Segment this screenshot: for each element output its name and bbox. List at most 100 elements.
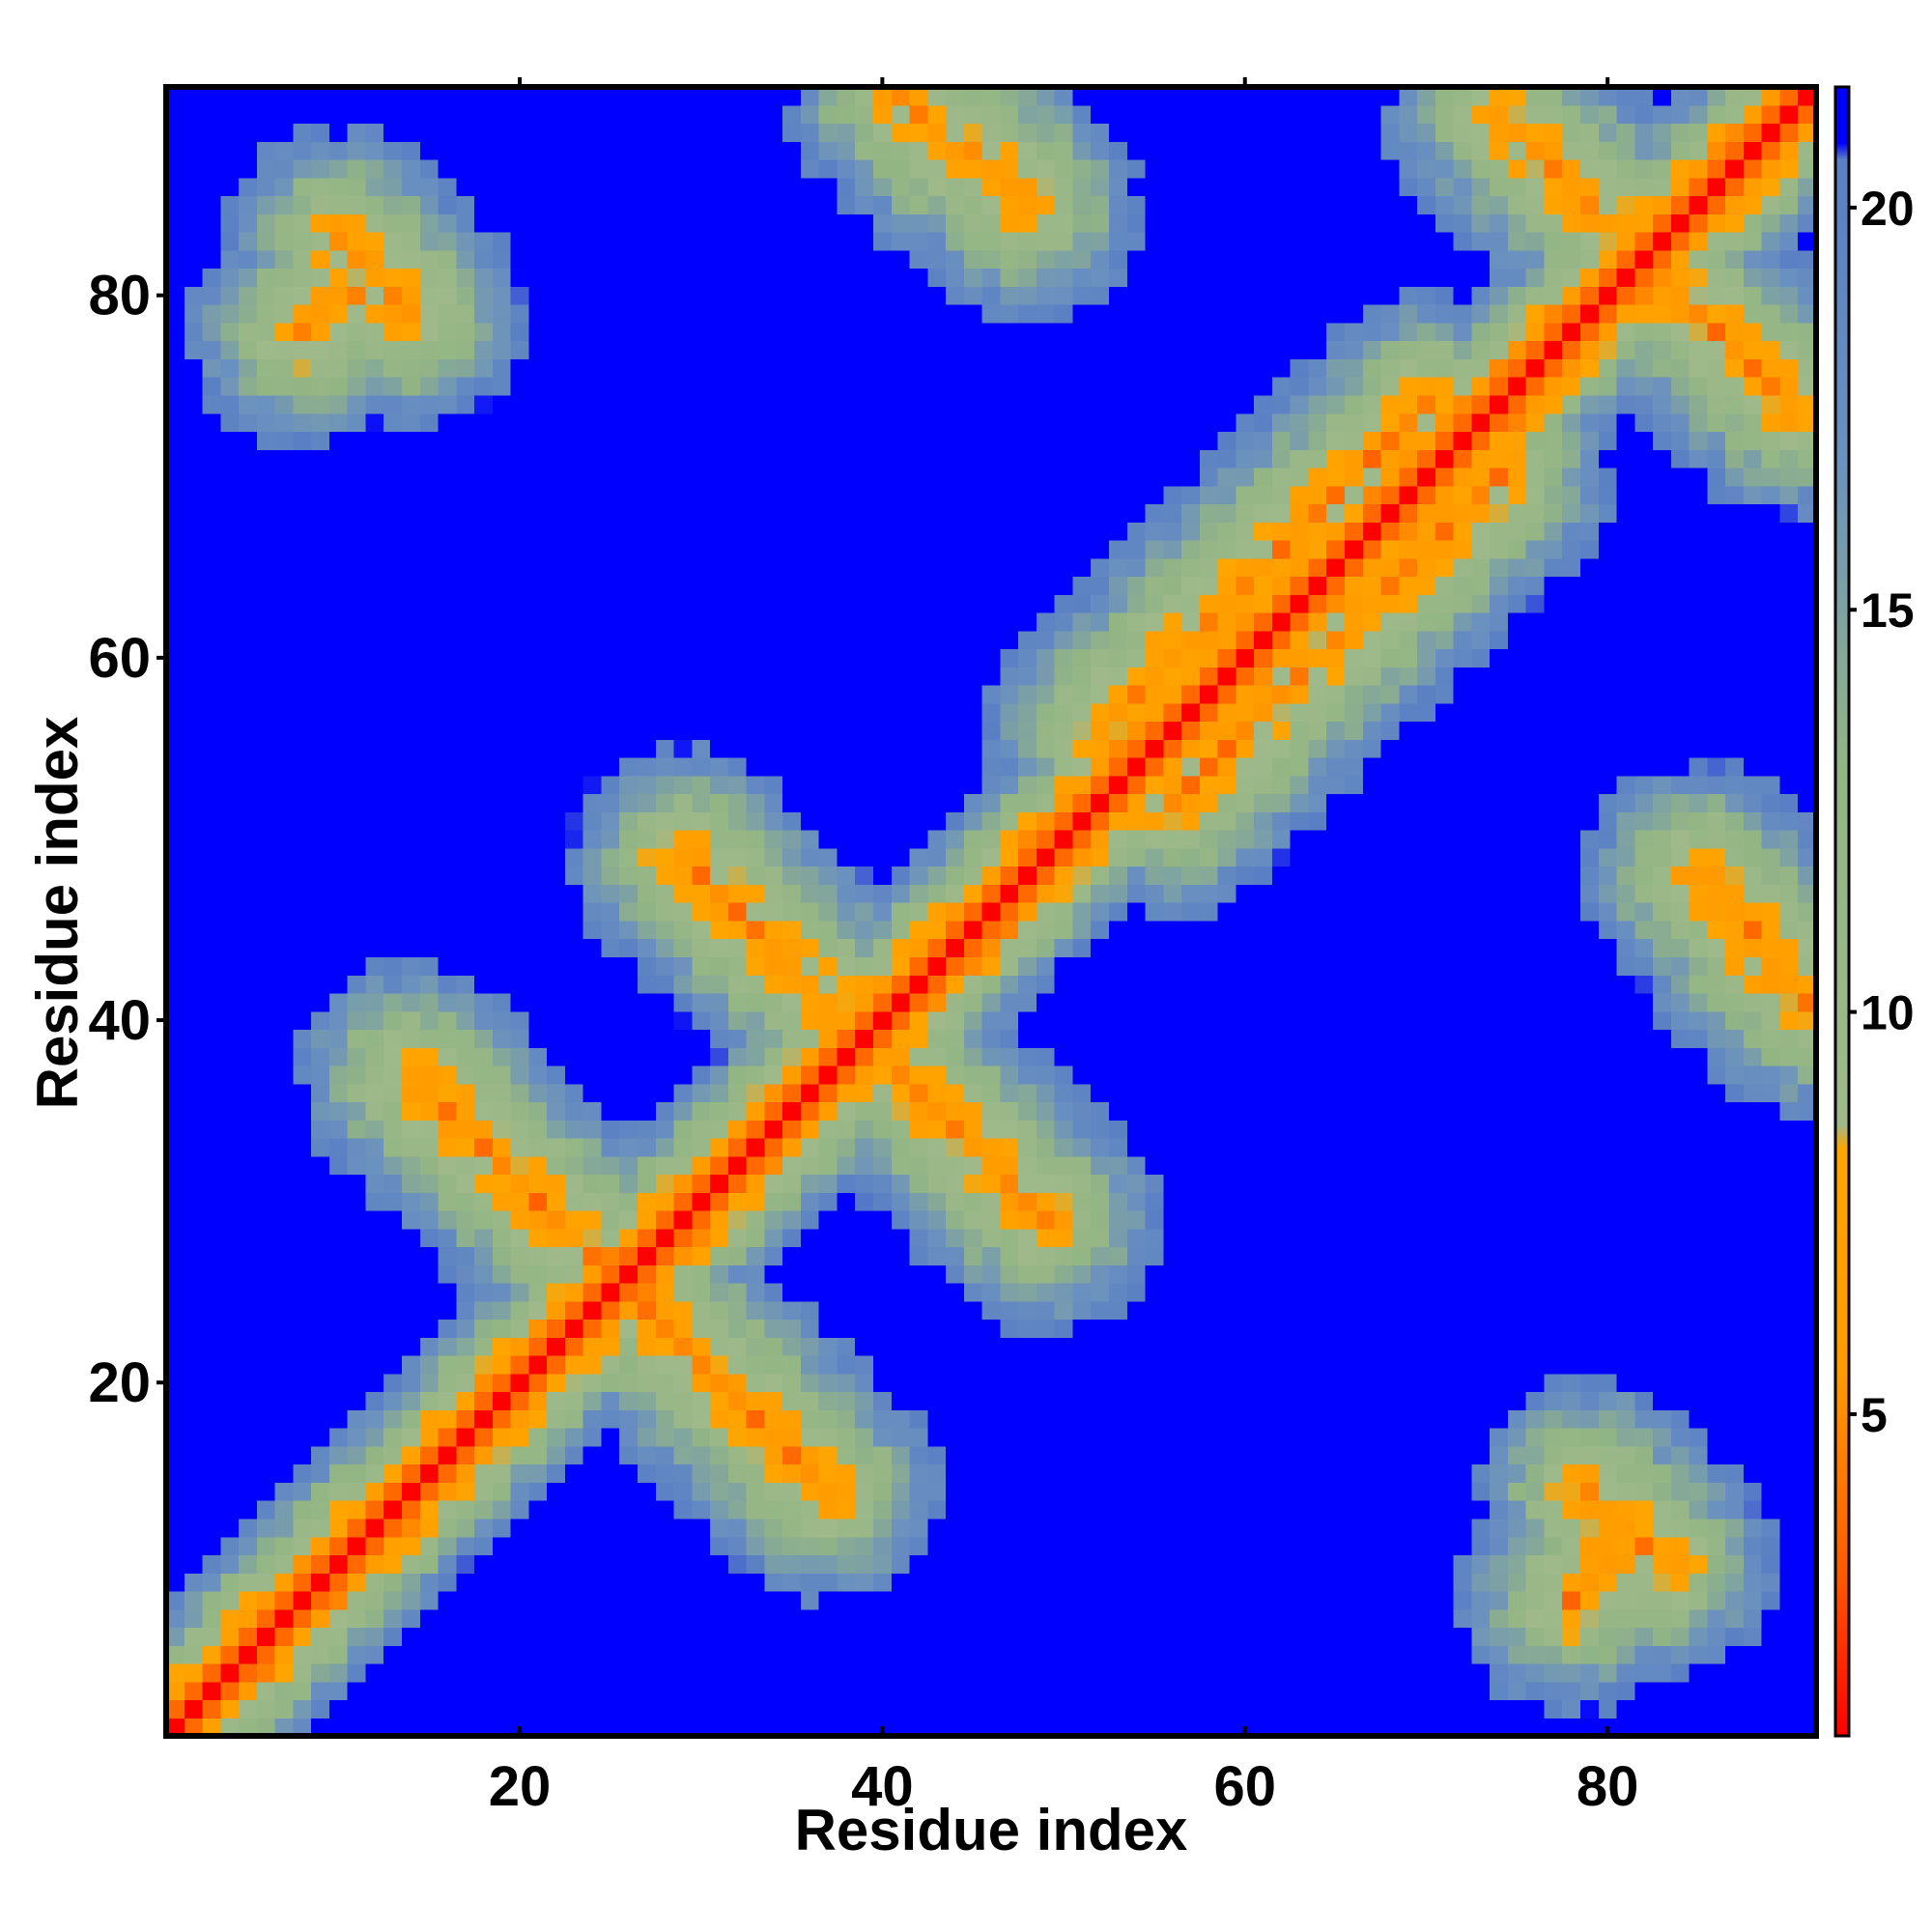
heatmap-cell: [710, 1518, 729, 1538]
heatmap-cell: [746, 268, 765, 287]
heatmap-cell: [492, 485, 512, 505]
heatmap-cell: [891, 1428, 911, 1447]
heatmap-cell: [692, 104, 711, 125]
heatmap-cell: [601, 1047, 620, 1066]
heatmap-cell: [1000, 630, 1019, 650]
heatmap-cell: [419, 721, 440, 740]
heatmap-cell: [1000, 394, 1019, 414]
heatmap-cell: [239, 775, 258, 795]
heatmap-cell: [727, 195, 748, 214]
heatmap-cell: [746, 1083, 765, 1103]
heatmap-cell: [293, 539, 312, 559]
heatmap-cell: [1036, 1645, 1056, 1664]
heatmap-cell: [601, 1428, 620, 1447]
heatmap-cell: [1109, 793, 1128, 812]
heatmap-cell: [220, 992, 240, 1012]
heatmap-cell: [782, 920, 802, 940]
heatmap-cell: [166, 902, 185, 922]
heatmap-cell: [582, 522, 603, 541]
heatmap-cell: [1072, 286, 1092, 305]
heatmap-cell: [1091, 286, 1110, 305]
heatmap-cell: [311, 87, 330, 106]
heatmap-cell: [981, 467, 1001, 487]
heatmap-cell: [1054, 1228, 1074, 1248]
heatmap-cell: [1091, 1300, 1110, 1321]
heatmap-cell: [311, 1047, 330, 1066]
heatmap-cell: [347, 956, 367, 976]
heatmap-cell: [655, 213, 675, 233]
heatmap-cell: [818, 1264, 838, 1284]
heatmap-cell: [855, 1445, 874, 1465]
heatmap-cell: [1036, 104, 1056, 125]
heatmap-cell: [727, 431, 748, 450]
heatmap-cell: [638, 811, 657, 831]
heatmap-cell: [438, 702, 457, 723]
heatmap-cell: [800, 159, 820, 179]
heatmap-cell: [710, 793, 729, 812]
heatmap-cell: [601, 1029, 620, 1048]
heatmap-cell: [782, 1192, 802, 1211]
heatmap-cell: [963, 1428, 983, 1447]
heatmap-cell: [456, 775, 475, 795]
heatmap-cell: [673, 1228, 693, 1248]
heatmap-cell: [365, 286, 384, 305]
heatmap-cell: [184, 1500, 204, 1520]
heatmap-cell: [818, 322, 838, 342]
heatmap-cell: [692, 594, 711, 613]
heatmap-cell: [764, 1590, 783, 1610]
heatmap-cell: [909, 213, 928, 233]
heatmap-cell: [818, 304, 838, 324]
heatmap-cell: [837, 1608, 856, 1629]
heatmap-cell: [638, 1645, 657, 1664]
heatmap-cell: [818, 1047, 838, 1066]
heatmap-cell: [909, 739, 928, 758]
heatmap-cell: [1054, 539, 1074, 559]
heatmap-cell: [692, 1718, 711, 1737]
heatmap-cell: [800, 1428, 820, 1447]
heatmap-cell: [492, 775, 512, 795]
heatmap-cell: [619, 1428, 639, 1447]
heatmap-cell: [909, 1373, 928, 1393]
heatmap-cell: [655, 1228, 675, 1248]
heatmap-cell: [220, 884, 240, 903]
heatmap-cell: [1145, 1228, 1164, 1248]
heatmap-cell: [419, 268, 440, 287]
heatmap-cell: [510, 1101, 529, 1121]
heatmap-cell: [891, 123, 911, 142]
heatmap-cell: [1091, 304, 1110, 324]
heatmap-cell: [239, 1047, 258, 1066]
heatmap-cell: [419, 920, 440, 940]
heatmap-cell: [1145, 1391, 1164, 1410]
heatmap-cell: [837, 1573, 856, 1592]
heatmap-cell: [1036, 1590, 1056, 1610]
heatmap-cell: [891, 811, 911, 831]
heatmap-cell: [873, 830, 893, 849]
heatmap-cell: [673, 1409, 693, 1429]
heatmap-cell: [202, 1065, 221, 1085]
heatmap-cell: [311, 412, 330, 433]
heatmap-cell: [1018, 1137, 1037, 1157]
heatmap-cell: [710, 1445, 729, 1465]
heatmap-cell: [673, 268, 693, 287]
heatmap-cell: [347, 648, 367, 668]
heatmap-cell: [673, 1463, 693, 1483]
heatmap-cell: [782, 1083, 802, 1103]
heatmap-cell: [274, 1120, 294, 1139]
heatmap-cell: [673, 539, 693, 559]
heatmap-cell: [746, 1192, 765, 1211]
heatmap-cell: [166, 1463, 185, 1483]
heatmap-cell: [946, 322, 965, 342]
heatmap-cell: [365, 1083, 384, 1103]
heatmap-cell: [347, 1662, 367, 1683]
heatmap-cell: [184, 1428, 204, 1447]
heatmap-cell: [818, 141, 838, 160]
heatmap-cell: [946, 648, 965, 668]
heatmap-cell: [782, 431, 802, 450]
heatmap-cell: [274, 159, 294, 179]
heatmap-cell: [365, 1337, 384, 1356]
heatmap-cell: [963, 1554, 983, 1574]
heatmap-cell: [239, 1391, 258, 1410]
heatmap-cell: [328, 1662, 349, 1683]
heatmap-cell: [402, 1500, 421, 1520]
heatmap-cell: [619, 611, 639, 632]
